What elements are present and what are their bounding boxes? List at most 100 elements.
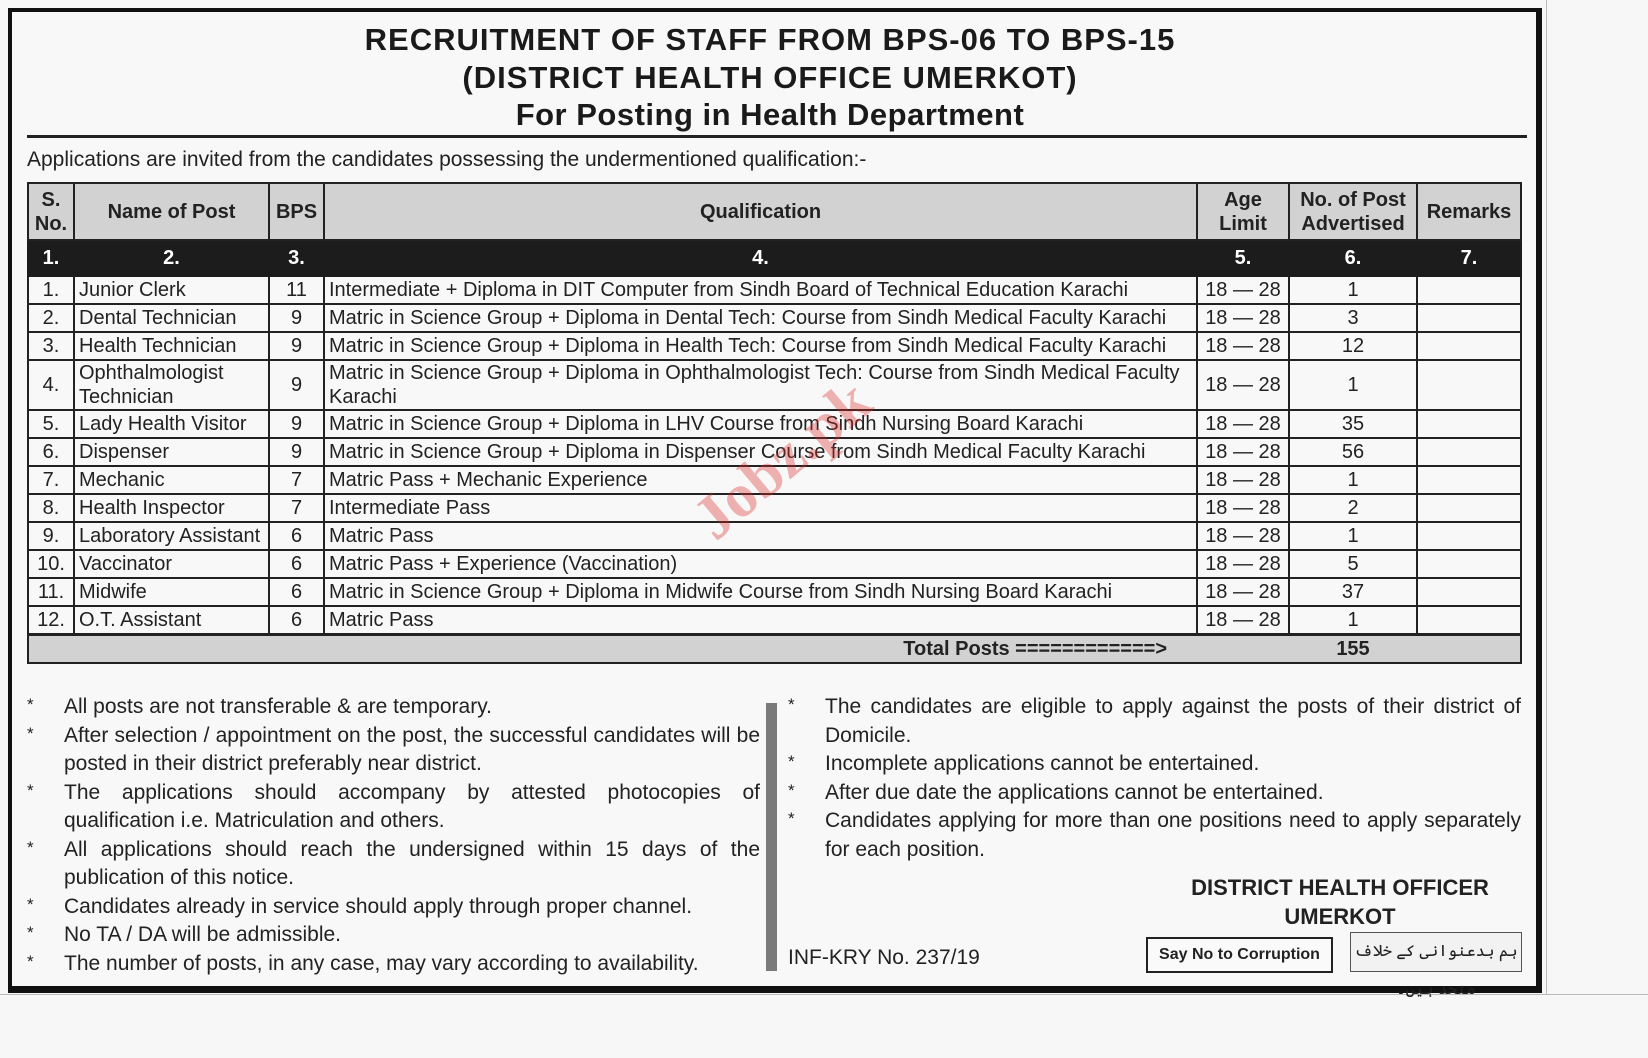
cell-bps: 9 xyxy=(268,359,325,411)
bullet-star-icon: * xyxy=(788,695,795,714)
cell-qualification: Matric Pass + Experience (Vaccination) xyxy=(323,549,1198,579)
cell-post: Health Inspector xyxy=(73,493,270,523)
cell-posts: 3 xyxy=(1288,303,1418,333)
cell-sno: 8. xyxy=(27,493,75,523)
notes-right: * The candidates are eligible to apply ag… xyxy=(788,693,1521,864)
cell-qualification: Matric in Science Group + Diploma in Hea… xyxy=(323,331,1198,361)
header-rule xyxy=(27,135,1527,138)
cell-age: 18 — 28 xyxy=(1196,409,1290,439)
note-item: * After selection / appointment on the po… xyxy=(27,722,760,779)
note-text: Candidates applying for more than one po… xyxy=(825,809,1521,861)
note-item: * The applications should accompany by at… xyxy=(27,779,760,836)
cell-qualification: Matric in Science Group + Diploma in Dis… xyxy=(323,437,1198,467)
notes-left: * All posts are not transferable & are te… xyxy=(27,693,760,978)
table-row: 5. Lady Health Visitor 9 Matric in Science … xyxy=(27,409,1522,439)
note-text: Candidates already in service should app… xyxy=(64,894,693,918)
note-item: * Candidates already in service should ap… xyxy=(27,893,760,922)
col-num: 3. xyxy=(268,239,325,277)
cell-post: Midwife xyxy=(73,577,270,607)
note-item: * No TA / DA will be admissible. xyxy=(27,921,760,950)
cell-sno: 10. xyxy=(27,549,75,579)
cell-remarks xyxy=(1416,577,1522,607)
note-text: All posts are not transferable & are tem… xyxy=(64,695,492,718)
note-item: * All posts are not transferable & are te… xyxy=(27,693,760,722)
bullet-star-icon: * xyxy=(788,752,795,771)
cell-qualification: Matric in Science Group + Diploma in Den… xyxy=(323,303,1198,333)
title-line-3: For Posting in Health Department xyxy=(515,97,1025,132)
cell-sno: 7. xyxy=(27,465,75,495)
cell-sno: 6. xyxy=(27,437,75,467)
bullet-star-icon: * xyxy=(27,723,34,743)
cell-qualification: Matric Pass xyxy=(323,521,1198,551)
cell-qualification: Matric in Science Group + Diploma in Oph… xyxy=(323,359,1198,411)
cell-sno: 2. xyxy=(27,303,75,333)
cell-bps: 7 xyxy=(268,465,325,495)
table-row: 9. Laboratory Assistant 6 Matric Pass 18 — 2… xyxy=(27,521,1522,551)
note-text: The candidates are eligible to apply aga… xyxy=(825,695,1521,747)
total-label: Total Posts ============> xyxy=(27,633,1197,664)
cell-post: Junior Clerk xyxy=(73,275,270,305)
table-row: 4. Ophthalmologist Technician 9 Matric in S… xyxy=(27,359,1522,411)
cell-age: 18 — 28 xyxy=(1196,275,1290,305)
cell-remarks xyxy=(1416,359,1522,411)
cell-age: 18 — 28 xyxy=(1196,549,1290,579)
cell-sno: 3. xyxy=(27,331,75,361)
bullet-star-icon: * xyxy=(27,695,34,714)
signer-location: UMERKOT xyxy=(1284,904,1396,929)
cell-remarks xyxy=(1416,331,1522,361)
total-value: 155 xyxy=(1289,633,1417,664)
cell-bps: 6 xyxy=(268,521,325,551)
table-row: 1. Junior Clerk 11 Intermediate + Diploma i… xyxy=(27,275,1522,305)
cell-age: 18 — 28 xyxy=(1196,359,1290,411)
header-sno: S. No. xyxy=(27,182,75,241)
col-num: 1. xyxy=(27,239,75,277)
col-num: 6. xyxy=(1288,239,1418,277)
cell-qualification: Intermediate Pass xyxy=(323,493,1198,523)
cell-age: 18 — 28 xyxy=(1196,493,1290,523)
header-posts: No. of Post Advertised xyxy=(1288,182,1418,241)
slogan-english: Say No to Corruption xyxy=(1146,937,1333,973)
note-text: All applications should reach the unders… xyxy=(64,837,760,890)
page-edge-right xyxy=(1546,0,1547,994)
cell-age: 18 — 28 xyxy=(1196,521,1290,551)
bullet-star-icon: * xyxy=(27,837,34,857)
cell-bps: 9 xyxy=(268,303,325,333)
cell-age: 18 — 28 xyxy=(1196,303,1290,333)
note-item: * Incomplete applications cannot be enter… xyxy=(788,750,1521,779)
col-num: 4. xyxy=(323,239,1198,277)
note-item: * After due date the applications cannot … xyxy=(788,779,1521,808)
header-bps: BPS xyxy=(268,182,325,241)
cell-remarks xyxy=(1416,521,1522,551)
bullet-star-icon: * xyxy=(27,780,34,800)
table-row: 7. Mechanic 7 Matric Pass + Mechanic Experi… xyxy=(27,465,1522,495)
intro-text: Applications are invited from the candid… xyxy=(27,148,867,171)
title-line-2: (DISTRICT HEALTH OFFICE UMERKOT) xyxy=(462,60,1078,95)
note-text: No TA / DA will be admissible. xyxy=(64,923,341,946)
cell-remarks xyxy=(1416,465,1522,495)
cell-remarks xyxy=(1416,275,1522,305)
cell-qualification: Matric Pass + Mechanic Experience xyxy=(323,465,1198,495)
title-line-1: RECRUITMENT OF STAFF FROM BPS-06 TO BPS-… xyxy=(364,22,1176,57)
cell-sno: 9. xyxy=(27,521,75,551)
note-text: Incomplete applications cannot be entert… xyxy=(825,752,1260,775)
cell-posts: 12 xyxy=(1288,331,1418,361)
table-row: 2. Dental Technician 9 Matric in Science Gr… xyxy=(27,303,1522,333)
cell-posts: 37 xyxy=(1288,577,1418,607)
cell-posts: 1 xyxy=(1288,359,1418,411)
table-row: 6. Dispenser 9 Matric in Science Group + Di… xyxy=(27,437,1522,467)
note-text: The applications should accompany by att… xyxy=(64,780,760,833)
cell-post: Mechanic xyxy=(73,465,270,495)
cell-bps: 7 xyxy=(268,493,325,523)
column-divider xyxy=(766,703,777,971)
cell-remarks xyxy=(1416,549,1522,579)
cell-sno: 12. xyxy=(27,605,75,636)
col-num: 7. xyxy=(1416,239,1522,277)
cell-remarks xyxy=(1416,437,1522,467)
header-age: Age Limit xyxy=(1196,182,1290,241)
cell-post: Lady Health Visitor xyxy=(73,409,270,439)
cell-post: Dental Technician xyxy=(73,303,270,333)
column-number-row: 1. 2. 3. 4. 5. 6. 7. xyxy=(27,239,1522,277)
cell-remarks xyxy=(1416,493,1522,523)
header-remarks: Remarks xyxy=(1416,182,1522,241)
cell-qualification: Matric in Science Group + Diploma in LHV… xyxy=(323,409,1198,439)
